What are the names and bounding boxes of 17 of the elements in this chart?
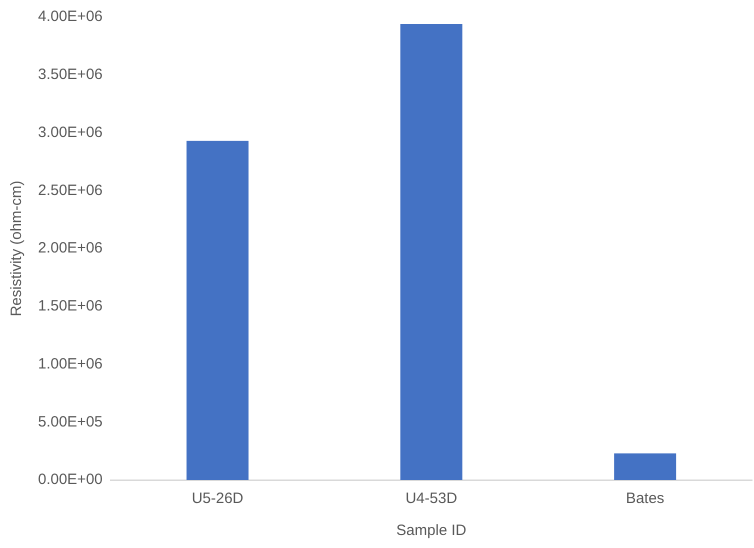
x-tick-label: U5-26D (192, 490, 244, 508)
y-tick-label: 4.00E+06 (38, 8, 103, 26)
y-tick-label: 3.00E+06 (38, 124, 103, 141)
y-axis-title: Resistivity (ohm-cm) (8, 180, 26, 316)
y-tick-label: 5.00E+05 (38, 413, 103, 430)
y-tick-label: 1.50E+06 (38, 298, 103, 315)
y-tick-label: 2.50E+06 (38, 182, 103, 199)
x-tick-label: Bates (626, 490, 664, 508)
x-axis-title: Sample ID (396, 522, 466, 540)
bar (614, 453, 676, 480)
bar (400, 24, 462, 480)
y-tick-label: 1.00E+06 (38, 355, 103, 372)
x-tick-label: U4-53D (405, 490, 458, 508)
bar (186, 140, 249, 480)
y-tick-label: 3.50E+06 (38, 66, 103, 84)
y-tick-label: 2.00E+06 (38, 240, 103, 257)
y-tick-label: 0.00E+00 (38, 471, 103, 488)
